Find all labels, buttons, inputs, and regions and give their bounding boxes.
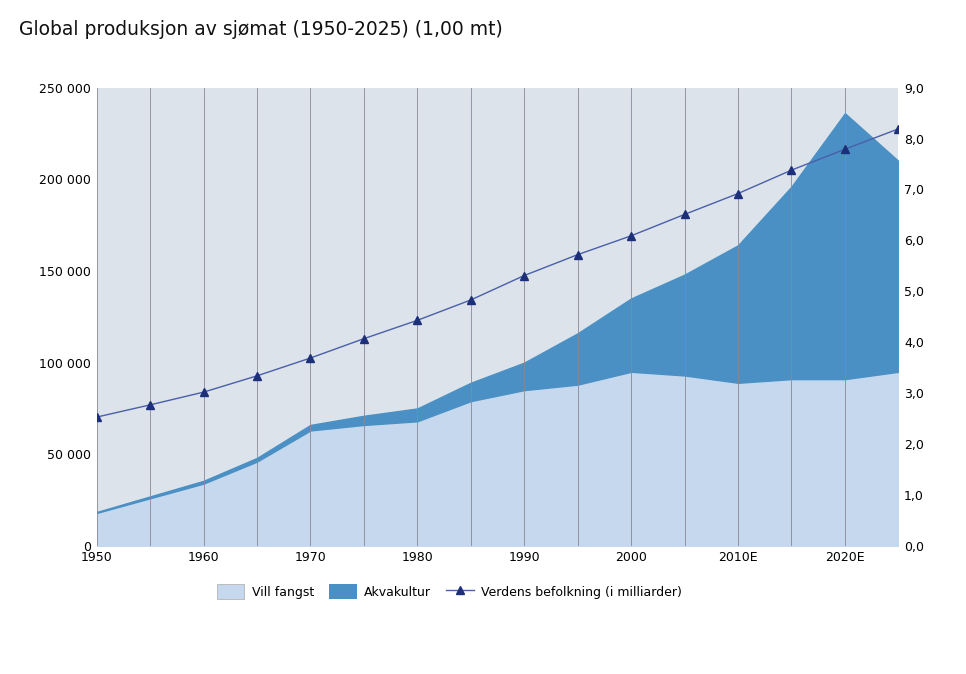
Legend: Vill fangst, Akvakultur, Verdens befolkning (i milliarder): Vill fangst, Akvakultur, Verdens befolkn… [212,580,687,604]
Text: Global produksjon av sjømat (1950-2025) (1,00 mt): Global produksjon av sjømat (1950-2025) … [19,20,503,39]
